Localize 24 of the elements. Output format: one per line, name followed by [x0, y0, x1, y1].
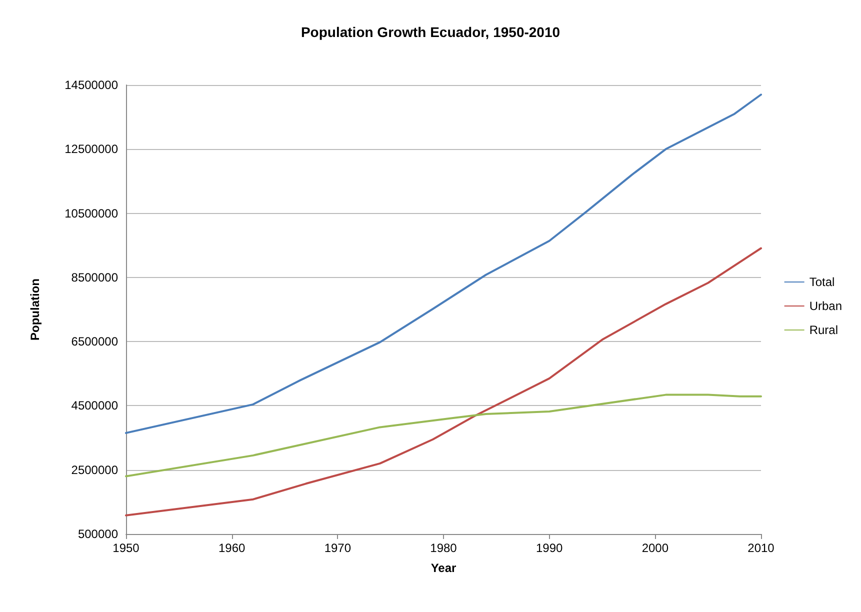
y-tick-label: 4500000 — [71, 398, 118, 413]
line-series — [125, 94, 762, 434]
legend-label: Rural — [809, 323, 838, 337]
x-tick-label: 1990 — [536, 541, 564, 555]
y-axis-title: Population — [28, 278, 42, 340]
chart-title: Population Growth Ecuador, 1950-2010 — [300, 24, 560, 40]
y-tick-label: 14500000 — [64, 78, 118, 92]
x-tick-label: 1950 — [112, 541, 140, 555]
y-tick-label: 6500000 — [71, 334, 118, 349]
y-tick-label: 500000 — [78, 527, 118, 541]
y-tick-label: 10500000 — [64, 206, 118, 220]
legend-label: Total — [809, 275, 835, 289]
y-tick-label: 2500000 — [71, 462, 118, 477]
line-series — [125, 394, 762, 478]
x-tick-label: 1970 — [324, 541, 352, 555]
line-series — [125, 247, 762, 516]
legend-label: Urban — [809, 299, 842, 313]
x-tick-label: 2000 — [642, 541, 669, 555]
x-tick-label: 1980 — [430, 541, 458, 555]
x-axis-title: Year — [430, 561, 457, 575]
y-tick-label: 8500000 — [71, 270, 118, 284]
y-tick-label: 12500000 — [64, 142, 118, 156]
x-tick-label: 1960 — [218, 541, 246, 555]
x-tick-label: 2010 — [748, 541, 775, 555]
